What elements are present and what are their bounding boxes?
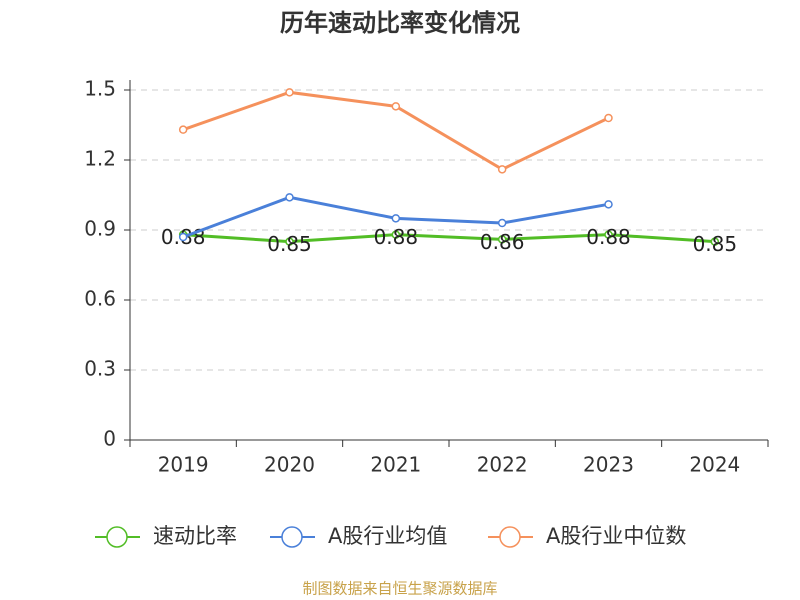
- data-label: 0.88: [586, 225, 631, 249]
- x-tick-label: 2024: [689, 453, 740, 477]
- legend-label: 速动比率: [153, 524, 237, 548]
- point: [285, 193, 294, 202]
- point: [391, 102, 401, 111]
- point: [178, 232, 188, 242]
- chart-title: 历年速动比率变化情况: [280, 9, 520, 37]
- point: [604, 230, 613, 239]
- data-label: 0.85: [693, 232, 738, 256]
- x-tick-label: 2023: [583, 453, 634, 477]
- point: [391, 230, 401, 239]
- x-tick-label: 2019: [158, 453, 209, 477]
- y-tick-label: 0.6: [84, 287, 116, 311]
- point: [497, 165, 507, 174]
- y-tick-label: 0.3: [84, 357, 116, 381]
- y-tick-label: 1.2: [84, 147, 116, 171]
- series-line: [183, 233, 715, 244]
- legend-label: A股行业中位数: [546, 524, 686, 548]
- source-note: 制图数据来自恒生聚源数据库: [302, 580, 497, 598]
- x-tick-label: 2020: [264, 453, 315, 477]
- point: [497, 218, 507, 228]
- point: [391, 214, 401, 223]
- point: [285, 237, 294, 246]
- y-tick-label: 0.9: [84, 217, 116, 241]
- legend-marker: [281, 526, 303, 548]
- data-label: 0.86: [480, 230, 525, 254]
- y-tick-label: 1.5: [84, 77, 116, 101]
- point: [604, 200, 613, 209]
- y-tick-label: 0: [103, 427, 116, 451]
- point: [497, 235, 507, 244]
- x-tick-label: 2022: [477, 453, 528, 477]
- point: [710, 237, 720, 246]
- legend-marker: [499, 526, 521, 548]
- point: [604, 113, 613, 123]
- point: [285, 88, 294, 97]
- point: [178, 125, 188, 134]
- x-tick-label: 2021: [370, 453, 421, 477]
- data-label: 0.88: [374, 225, 419, 249]
- legend-label: A股行业均值: [328, 524, 447, 548]
- data-label: 0.85: [267, 232, 312, 256]
- legend-marker: [106, 526, 128, 548]
